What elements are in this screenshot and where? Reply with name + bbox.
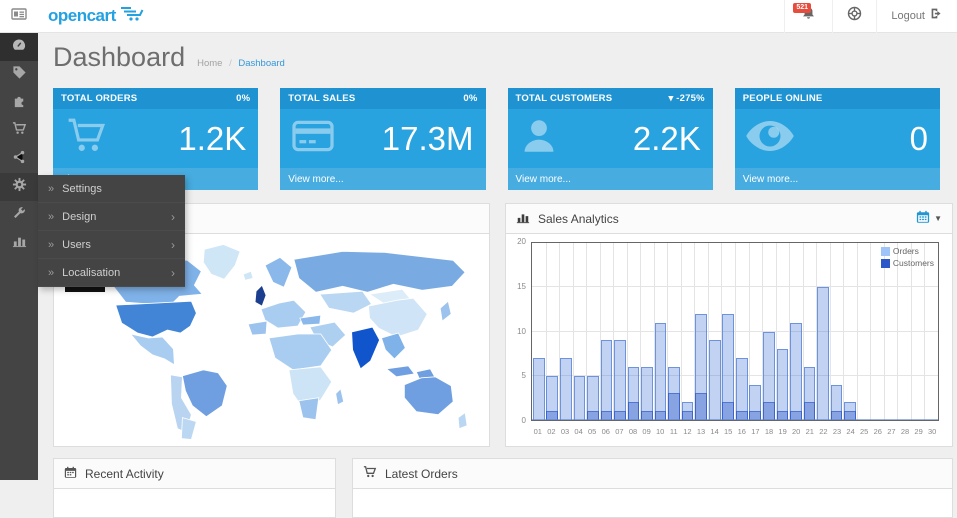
sidebar-item-system[interactable]: [0, 173, 38, 201]
shopping-cart-icon: [363, 465, 377, 482]
sidebar-item-dashboard[interactable]: [0, 33, 38, 61]
chevron-right-icon: ›: [171, 237, 175, 252]
sidebar: [0, 33, 38, 480]
menu-item-users[interactable]: » Users ›: [38, 231, 185, 259]
view-more-link[interactable]: View more...: [507, 168, 713, 190]
notifications-button[interactable]: 521: [784, 0, 832, 33]
menu-toggle-button[interactable]: [0, 0, 38, 33]
card-value: 0: [909, 119, 928, 157]
tag-icon: [12, 65, 27, 85]
page-title: Dashboard: [53, 42, 186, 72]
stores-button[interactable]: [832, 0, 876, 33]
menu-item-design[interactable]: » Design ›: [38, 203, 185, 231]
shopping-cart-icon: [12, 121, 27, 141]
chevron-right-icon: ›: [171, 265, 175, 280]
caret-down-icon: ▼: [934, 214, 942, 223]
breadcrumb-home[interactable]: Home: [197, 58, 223, 69]
credit-card-icon: [290, 117, 336, 160]
sidebar-item-marketing[interactable]: [0, 145, 38, 173]
card-people-online: PEOPLE ONLINE 0 View more...: [734, 88, 940, 190]
logo-text: opencart: [48, 6, 116, 25]
eye-icon: [745, 116, 795, 161]
calendar-icon: [916, 210, 930, 227]
topbar-actions: 521 Logout: [784, 0, 957, 33]
bar-chart-icon: [516, 210, 530, 227]
card-value: 2.2K: [632, 119, 701, 157]
logout-label: Logout: [891, 10, 925, 22]
gear-icon: [12, 177, 27, 197]
wrench-icon: [12, 206, 26, 225]
card-total-sales: TOTAL SALES 0% 17.3M View more...: [280, 88, 486, 190]
double-chevron-icon: »: [48, 182, 55, 195]
double-chevron-icon: »: [48, 210, 55, 223]
cart-logo-icon: [120, 6, 144, 26]
double-chevron-icon: »: [48, 266, 55, 279]
chart-plot-area: Orders Customers: [531, 242, 939, 421]
puzzle-icon: [12, 93, 27, 113]
logout-button[interactable]: Logout: [876, 0, 957, 33]
sidebar-item-extensions[interactable]: [0, 89, 38, 117]
sales-analytics-panel: Sales Analytics ▼ 0 5 10 15 20 Orders Custome…: [505, 203, 953, 447]
shopping-cart-icon: [63, 115, 111, 162]
menu-toggle-icon: [11, 7, 27, 26]
globe-icon: [847, 6, 862, 26]
user-icon: [518, 115, 560, 162]
sales-analytics-chart: 0 5 10 15 20 Orders Customers 01 02 03 04 05 06 07 0…: [510, 236, 948, 443]
sidebar-item-tools[interactable]: [0, 201, 38, 229]
sidebar-item-reports[interactable]: [0, 229, 38, 257]
chart-y-axis: 0 5 10 15 20: [517, 237, 526, 425]
share-icon: [12, 150, 26, 169]
latest-orders-panel: Latest Orders: [352, 458, 953, 518]
breadcrumb: Home / Dashboard: [197, 58, 285, 69]
double-chevron-icon: »: [48, 238, 55, 251]
sign-out-icon: [930, 7, 943, 25]
card-value: 1.2K: [178, 119, 247, 157]
view-more-link[interactable]: View more...: [280, 168, 486, 190]
world-map: [54, 234, 489, 445]
card-total-customers: TOTAL CUSTOMERS ▾ -275% 2.2K View more...: [507, 88, 713, 190]
view-more-link[interactable]: View more...: [734, 168, 940, 190]
chart-legend: Orders Customers: [880, 246, 934, 270]
chart-x-axis: 01 02 03 04 05 06 07 08 09 10 11 12 13 14 15 16 17 18 19 20…: [533, 427, 937, 436]
notification-badge: 521: [793, 2, 812, 13]
system-flyout-menu: » Settings » Design › » Users › » Locali…: [38, 175, 185, 287]
recent-activity-panel: Recent Activity: [53, 458, 336, 518]
top-bar: opencart 521 Logout: [0, 0, 957, 33]
change-badge: 0%: [236, 93, 251, 104]
sidebar-item-sales[interactable]: [0, 117, 38, 145]
sidebar-item-catalog[interactable]: [0, 61, 38, 89]
calendar-icon: [64, 466, 77, 482]
breadcrumb-current[interactable]: Dashboard: [238, 58, 285, 69]
dashboard-icon: [11, 37, 27, 58]
date-range-dropdown[interactable]: ▼: [916, 210, 942, 227]
menu-item-localisation[interactable]: » Localisation ›: [38, 259, 185, 287]
latest-orders-title: Latest Orders: [385, 466, 458, 481]
menu-item-settings[interactable]: » Settings: [38, 175, 185, 203]
bar-chart-icon: [12, 233, 27, 253]
sales-analytics-title: Sales Analytics: [538, 211, 619, 226]
change-badge: 0%: [463, 93, 478, 104]
change-badge: ▾ -275%: [668, 93, 705, 104]
recent-activity-title: Recent Activity: [85, 466, 164, 481]
chevron-right-icon: ›: [171, 209, 175, 224]
card-value: 17.3M: [381, 119, 474, 157]
opencart-logo[interactable]: opencart: [38, 6, 144, 26]
